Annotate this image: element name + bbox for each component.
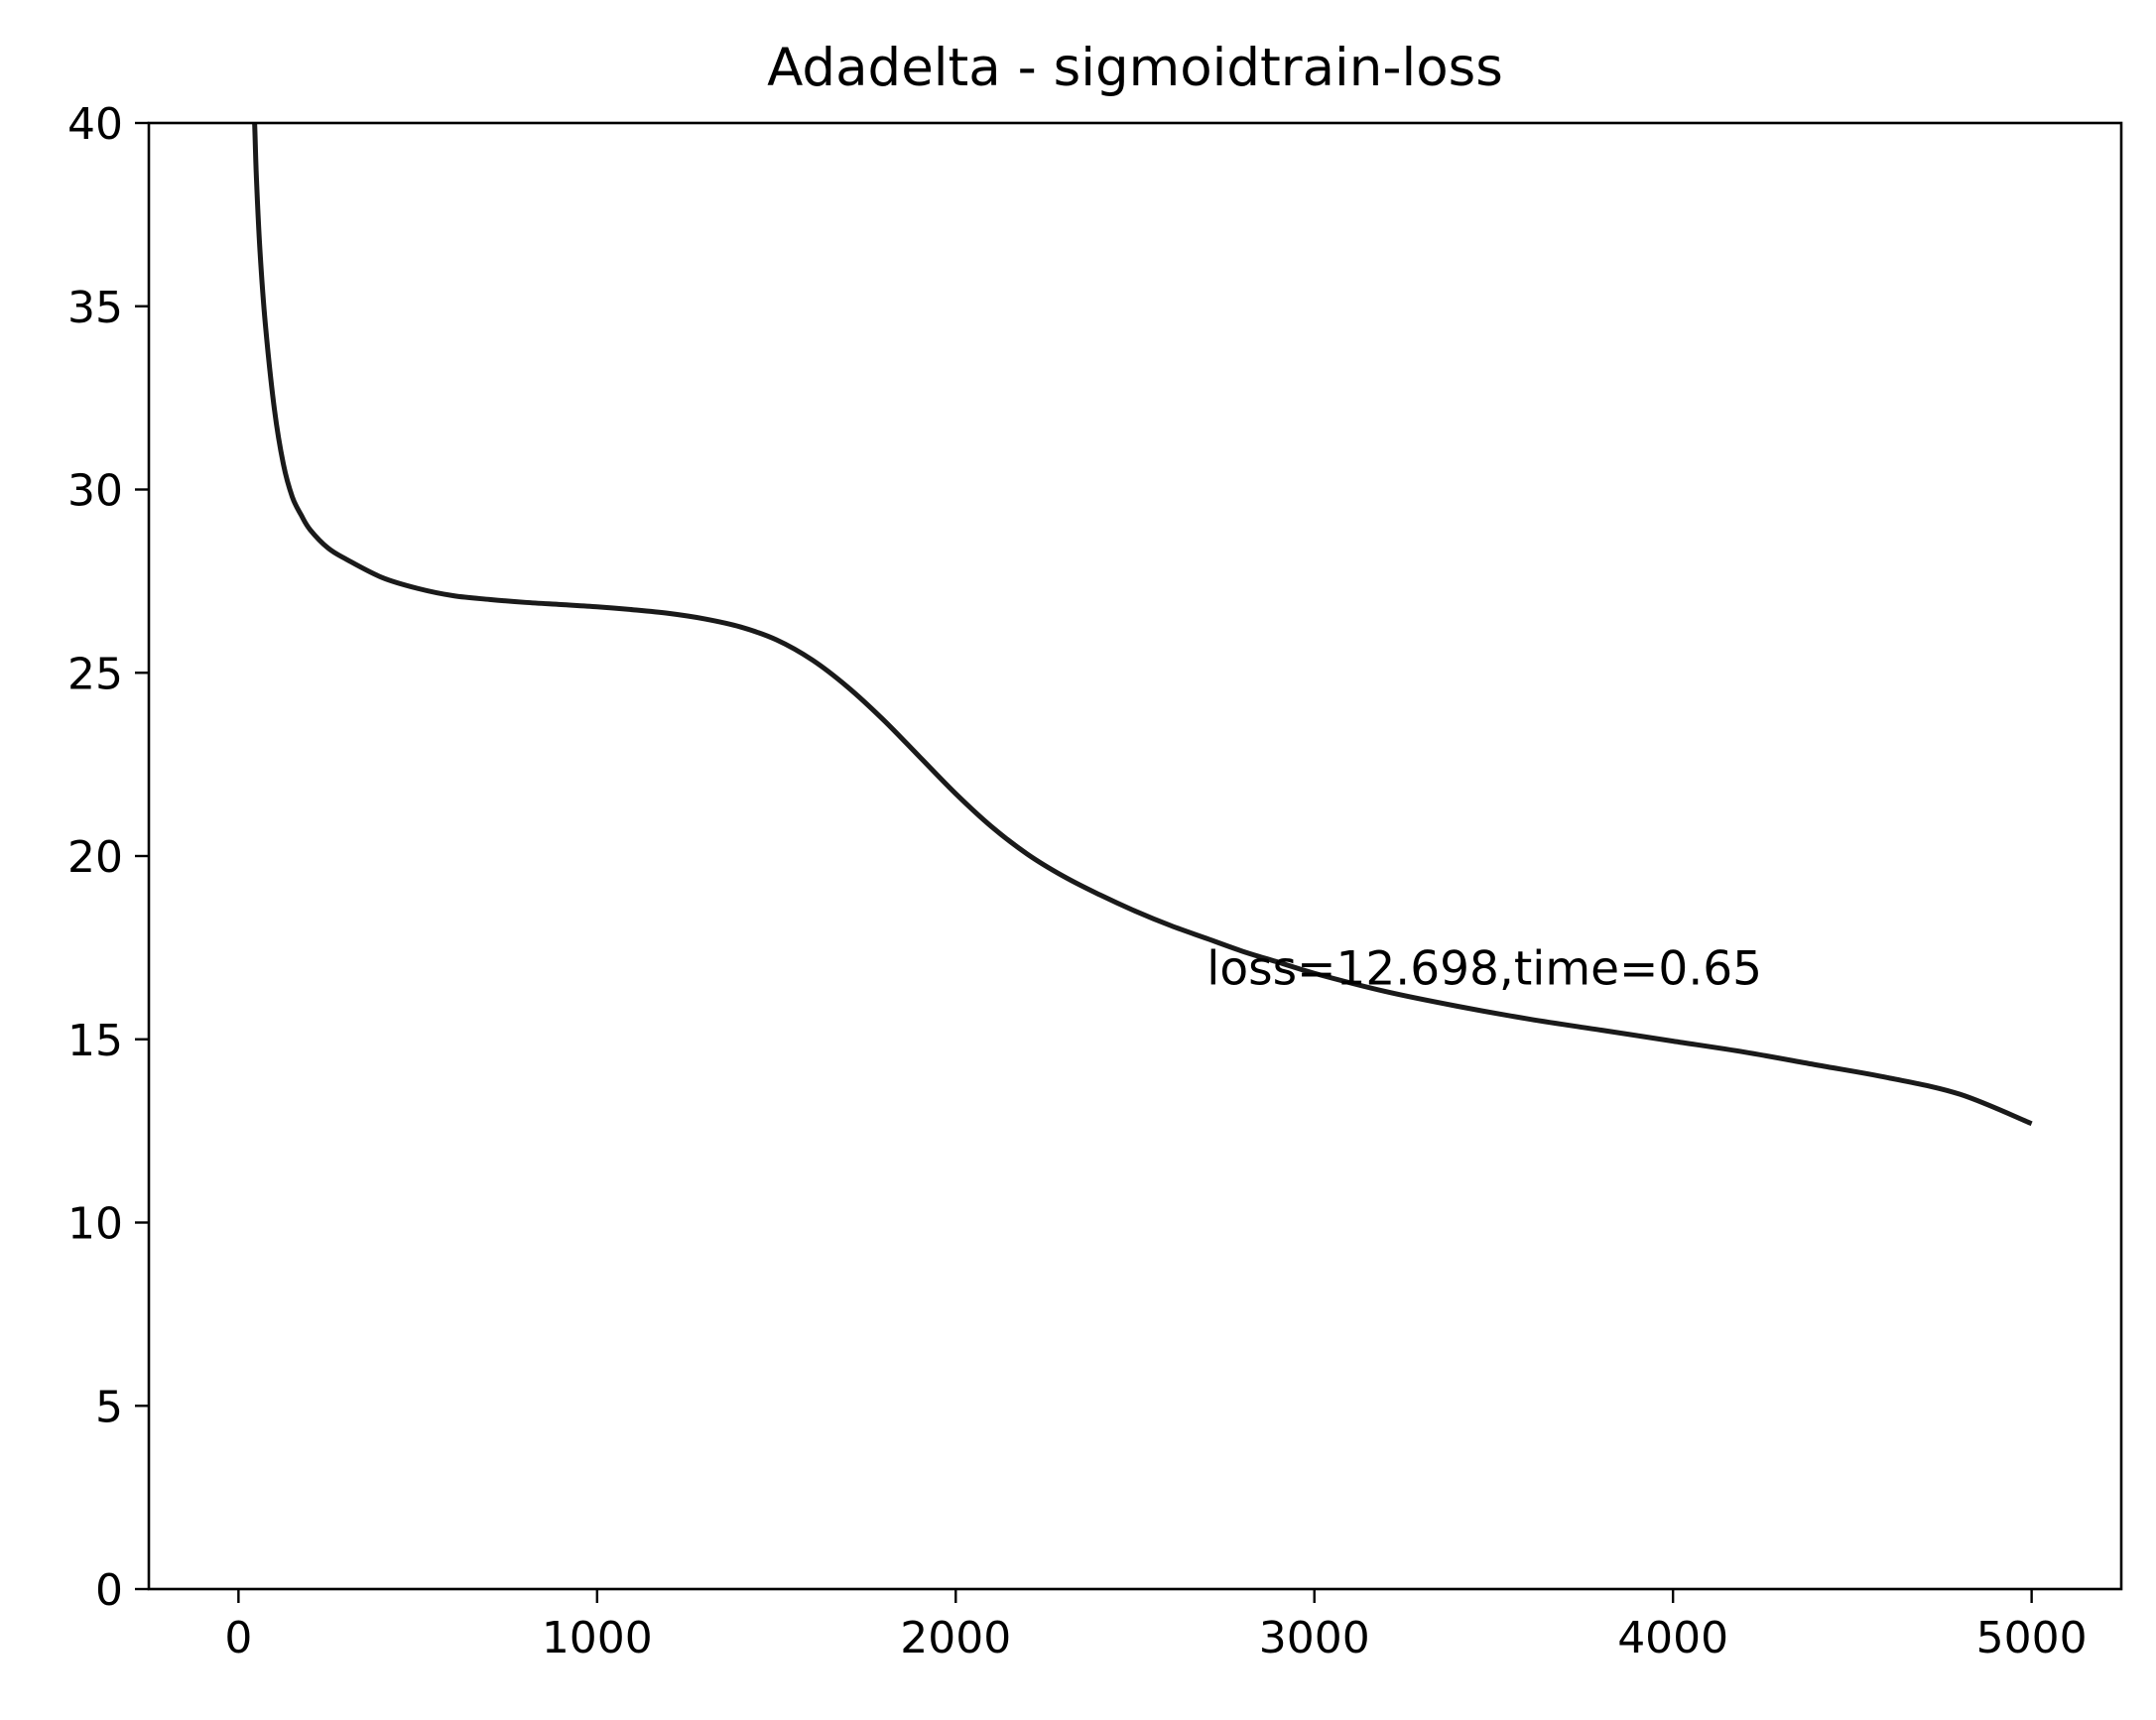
x-tick-label: 4000 [1617,1613,1728,1663]
x-tick-label: 3000 [1259,1613,1370,1663]
plot-frame [147,121,2123,1591]
y-tick-label: 30 [67,466,123,517]
y-tick-label: 10 [67,1199,123,1250]
y-tick-label: 5 [95,1382,123,1432]
y-tick-label: 35 [67,283,123,333]
x-axis-ticks: 0 1000 2000 3000 4000 5000 [224,1589,2088,1663]
series-layer [252,123,2033,1127]
y-tick-label: 40 [67,99,123,150]
y-tick-label: 25 [67,649,123,699]
train-loss-line [252,123,2033,1127]
y-tick-label: 15 [67,1016,123,1066]
x-tick-label: 5000 [1976,1613,2088,1663]
x-tick-label: 0 [224,1613,252,1663]
y-tick-label: 0 [95,1565,123,1616]
x-tick-label: 2000 [900,1613,1011,1663]
x-tick-label: 1000 [542,1613,653,1663]
final-loss-annotation: loss=12.698,time=0.65 [1206,941,1762,996]
y-tick-label: 20 [67,832,123,883]
y-axis-ticks: 0 5 10 15 20 25 30 35 40 [67,99,149,1616]
chart-title: Adadelta - sigmoidtrain-loss [767,38,1503,98]
